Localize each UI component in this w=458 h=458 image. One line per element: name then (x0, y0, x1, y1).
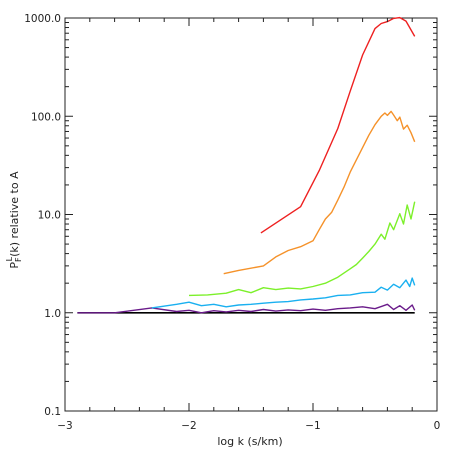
series-line-3 (188, 201, 416, 297)
x-tick-label: −3 (57, 420, 72, 432)
x-axis-title: log k (s/km) (217, 435, 282, 448)
y-axis-title-sup: L (5, 256, 14, 261)
x-tick-label: 0 (434, 420, 441, 432)
y-tick-label: 0.1 (44, 406, 61, 418)
y-tick-label: 10.0 (38, 210, 61, 222)
x-axis-ticks: −3 −2 −1 0 (57, 18, 440, 432)
plot-border (64, 17, 438, 412)
y-axis-title: PFL(k) relative to A (5, 171, 23, 269)
series-line-1 (77, 303, 416, 314)
x-tick-label: −2 (181, 420, 196, 432)
series-line-2 (151, 277, 416, 309)
series-line-4 (223, 110, 416, 275)
series-layer (77, 16, 416, 314)
y-axis-title-tail: (k) relative to A (8, 171, 21, 257)
y-axis-title-main: P (8, 262, 21, 269)
y-tick-label: 1000.0 (24, 13, 61, 25)
y-tick-label: 100.0 (31, 111, 61, 123)
plot-frame (64, 17, 438, 412)
y-axis-ticks: 0.1 1.0 10.0 100.0 1000.0 (24, 13, 437, 418)
x-tick-label: −1 (305, 420, 320, 432)
y-tick-label: 1.0 (44, 308, 61, 320)
series-line-5 (260, 16, 416, 234)
y-axis-title-sub: F (14, 257, 23, 262)
